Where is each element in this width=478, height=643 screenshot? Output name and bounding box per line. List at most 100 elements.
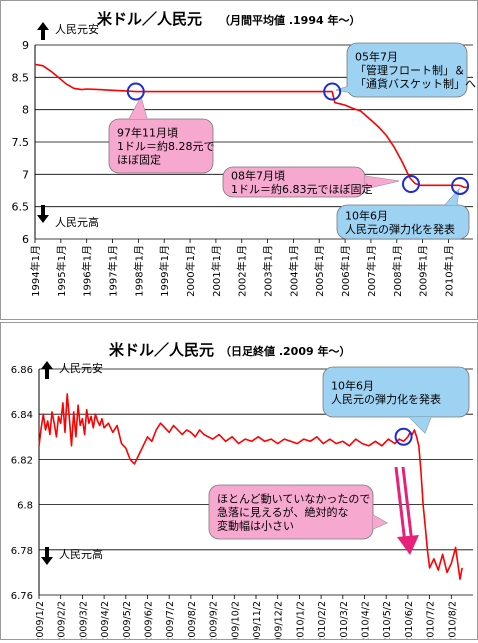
y-tick-label: 6.8 <box>17 501 33 512</box>
y-tick-label: 7 <box>22 168 29 181</box>
x-tick-label: 2009/6/2 <box>144 601 155 639</box>
x-tick-label: 2010年1月 <box>442 245 455 297</box>
series-line-1 <box>38 393 463 581</box>
x-tick-label: 2008年1月 <box>391 245 404 297</box>
x-tick-label: 2009年1月 <box>417 245 430 297</box>
up-arrow-icon <box>41 361 53 379</box>
y-bottom-label: 人民元高 <box>55 215 99 229</box>
x-tick-label: 2007年1月 <box>365 245 378 297</box>
x-tick-label: 2010/1/2 <box>295 601 306 639</box>
y-tick-label: 7.5 <box>12 136 30 149</box>
callout-tail-fill <box>365 176 399 189</box>
x-tick-label: 2010/4/2 <box>361 601 372 639</box>
chart-title: 米ドル／人民元 <box>97 10 202 28</box>
marker-circle <box>401 175 420 194</box>
y-tick-label: 9 <box>22 39 29 52</box>
callout-tail-fill <box>373 515 387 529</box>
daily-chart-panel: 6.76 6.78 6.8 6.82 6.84 6.86 2009/1/2 2009/2/2 2… <box>0 322 478 643</box>
x-tick-label: 2010/6/2 <box>404 601 415 639</box>
series-line-1 <box>34 63 468 189</box>
callout-text: 10年6月 <box>345 208 388 222</box>
callout-text: 1ドル＝約8.28元で <box>117 139 215 153</box>
x-tick-label: 2005年1月 <box>313 245 326 297</box>
callout-text: 05年7月 <box>355 50 398 64</box>
x-tick-label: 2009/3/2 <box>78 601 89 639</box>
callout-tail-fill <box>336 85 353 93</box>
callout-text: 人民元の弾力化を発表 <box>331 392 441 406</box>
y-top-label: 人民元安 <box>55 22 99 36</box>
y-tick-label: 6.78 <box>11 546 33 557</box>
callout-text: 人民元の弾力化を発表 <box>345 222 455 236</box>
x-tick-label: 2010/5/2 <box>382 601 393 639</box>
callout-text: 97年11月頃 <box>117 126 178 140</box>
callout-tail-fill <box>129 97 147 119</box>
drop-arrow-icon <box>394 466 419 555</box>
y-top-label: 人民元安 <box>59 361 103 375</box>
callout-text: 10年6月 <box>331 378 374 392</box>
x-tick-label: 2009/12/2 <box>274 601 285 639</box>
y-tick-label: 6.5 <box>12 201 30 214</box>
x-tick-label: 2010/8/2 <box>447 601 458 639</box>
callout-box <box>322 366 470 418</box>
down-arrow-icon <box>37 205 49 223</box>
daily-chart: 6.76 6.78 6.8 6.82 6.84 6.86 2009/1/2 2009/2/2 2… <box>11 341 473 643</box>
x-tick-label: 2009/1/2 <box>35 601 46 639</box>
x-tick-label: 2010/3/2 <box>339 601 350 639</box>
y-tick-label: 6.84 <box>11 410 33 421</box>
x-tick-label: 1999年1月 <box>158 245 171 297</box>
monthly-chart-panel: 6 6.5 7 7.5 8 8.5 9 1994年1月 1995年1月 1996年1月 1997年1… <box>0 0 478 320</box>
callout-text: 「管理フロート制」＆ <box>355 63 465 77</box>
callout-text: 急落に見えるが、絶対的な <box>217 505 348 519</box>
callout-text: ほとんど動いていなかったので <box>217 492 370 506</box>
x-tick-label: 1998年1月 <box>132 245 145 297</box>
y-tick-label: 8 <box>22 104 29 117</box>
y-tick-label: 6.82 <box>11 455 33 466</box>
callout-box <box>346 42 468 98</box>
y-tick-label: 6.86 <box>11 365 33 376</box>
x-tick-label: 2009/5/2 <box>122 601 133 639</box>
chart-subtitle: （月間平均値 .1994 年～） <box>219 13 360 27</box>
chart-title: 米ドル／人民元 <box>109 341 214 359</box>
chart-subtitle: （日足終値 .2009 年～） <box>220 344 350 358</box>
y-tick-label: 8.5 <box>12 71 30 84</box>
marker-circle <box>394 427 413 446</box>
x-tick-label: 1997年1月 <box>107 245 120 297</box>
x-tick-label: 2010/7/2 <box>426 601 437 639</box>
marker-circle <box>451 176 470 195</box>
callout-2: 05年7月「管理フロート制」＆「通貨バスケット制」へ <box>335 42 476 98</box>
y-tick-label: 6.76 <box>11 591 33 602</box>
callout-text: ほぼ固定 <box>117 153 161 167</box>
callout-text: 1ドル＝約6.83元でほぼ固定 <box>231 182 373 196</box>
callout-text: 「通貨バスケット制」へ <box>355 77 476 91</box>
x-tick-label: 1995年1月 <box>55 245 68 297</box>
callout-box <box>336 204 470 240</box>
x-tick-label: 2009/7/2 <box>165 601 176 639</box>
x-tick-label: 2006年1月 <box>339 245 352 297</box>
y-tick-label: 6 <box>22 233 29 246</box>
callout-text: 08年7月頃 <box>231 168 285 182</box>
marker-circle <box>126 82 145 101</box>
marker-circle <box>323 82 342 101</box>
x-tick-label: 2009/2/2 <box>57 601 68 639</box>
x-tick-label: 1996年1月 <box>81 245 94 297</box>
y-bottom-label: 人民元高 <box>59 547 103 561</box>
x-tick-label: 2002年1月 <box>236 245 249 297</box>
callout-box <box>208 484 374 540</box>
x-tick-label: 2003年1月 <box>262 245 275 297</box>
x-tick-label: 2009/4/2 <box>100 601 111 639</box>
callout-box <box>108 118 214 174</box>
monthly-chart: 6 6.5 7 7.5 8 8.5 9 1994年1月 1995年1月 1996年1月 1997年1… <box>12 10 477 297</box>
callout-tail-fill <box>409 417 431 433</box>
x-tick-label: 2009/9/2 <box>209 601 220 639</box>
x-tick-label: 2000年1月 <box>184 245 197 297</box>
down-arrow-icon <box>41 547 53 565</box>
x-tick-label: 1994年1月 <box>29 245 42 297</box>
up-arrow-icon <box>37 22 49 40</box>
x-tick-label: 2001年1月 <box>210 245 223 297</box>
x-tick-label: 2009/8/2 <box>187 601 198 639</box>
x-tick-label: 2009/10/2 <box>230 601 241 639</box>
